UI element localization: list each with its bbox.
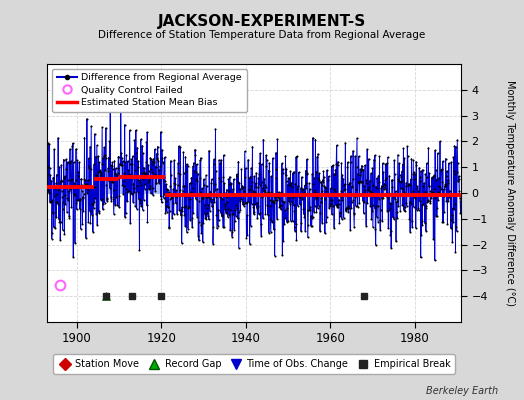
Text: Difference of Station Temperature Data from Regional Average: Difference of Station Temperature Data f… (99, 30, 425, 40)
Text: Berkeley Earth: Berkeley Earth (425, 386, 498, 396)
Legend: Station Move, Record Gap, Time of Obs. Change, Empirical Break: Station Move, Record Gap, Time of Obs. C… (53, 354, 455, 374)
Text: JACKSON-EXPERIMENT-S: JACKSON-EXPERIMENT-S (158, 14, 366, 29)
Y-axis label: Monthly Temperature Anomaly Difference (°C): Monthly Temperature Anomaly Difference (… (505, 80, 515, 306)
Legend: Difference from Regional Average, Quality Control Failed, Estimated Station Mean: Difference from Regional Average, Qualit… (52, 69, 246, 112)
